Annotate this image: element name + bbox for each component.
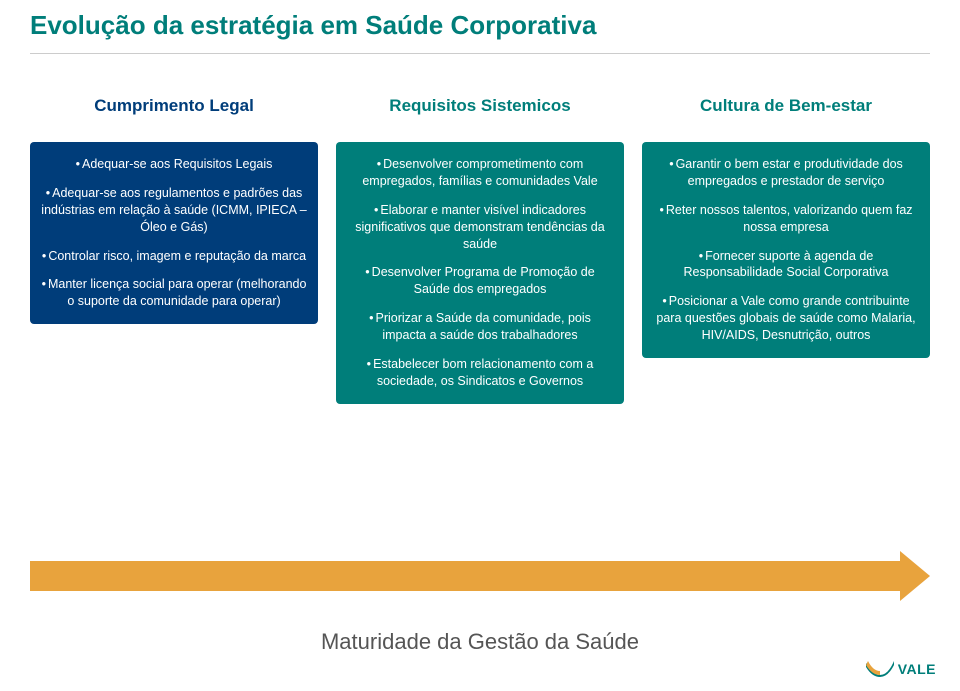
column-header: Cumprimento Legal [94,84,254,128]
list-item: Reter nossos talentos, valorizando quem … [652,202,920,236]
maturity-arrow [30,551,930,601]
list-item: Fornecer suporte à agenda de Responsabil… [652,248,920,282]
page-title: Evolução da estratégia em Saúde Corporat… [30,10,930,41]
list-item: Posicionar a Vale como grande contribuin… [652,293,920,344]
list-item: Controlar risco, imagem e reputação da m… [40,248,308,265]
column-header: Requisitos Sistemicos [389,84,570,128]
column-box: Desenvolver comprometimento com empregad… [336,142,624,404]
list-item: Desenvolver Programa de Promoção de Saúd… [346,264,614,298]
arrow-label: Maturidade da Gestão da Saúde [0,629,960,655]
list-item: Priorizar a Saúde da comunidade, pois im… [346,310,614,344]
arrow-body [30,561,900,591]
list-item: Adequar-se aos Requisitos Legais [40,156,308,173]
vale-logo-icon [866,659,894,677]
list-item: Estabelecer bom relacionamento com a soc… [346,356,614,390]
item-list: Adequar-se aos Requisitos Legais Adequar… [40,156,308,310]
list-item: Desenvolver comprometimento com empregad… [346,156,614,190]
column-requisitos: Requisitos Sistemicos Desenvolver compro… [336,84,624,404]
columns-container: Cumprimento Legal Adequar-se aos Requisi… [0,54,960,404]
list-item: Elaborar e manter visível indicadores si… [346,202,614,253]
list-item: Manter licença social para operar (melho… [40,276,308,310]
column-legal: Cumprimento Legal Adequar-se aos Requisi… [30,84,318,324]
column-cultura: Cultura de Bem-estar Garantir o bem esta… [642,84,930,358]
arrow-head-icon [900,551,930,601]
logo-text: VALE [898,661,936,677]
vale-logo: VALE [866,659,936,677]
item-list: Garantir o bem estar e produtividade dos… [652,156,920,344]
column-header: Cultura de Bem-estar [700,84,872,128]
title-wrap: Evolução da estratégia em Saúde Corporat… [0,0,960,47]
list-item: Garantir o bem estar e produtividade dos… [652,156,920,190]
list-item: Adequar-se aos regulamentos e padrões da… [40,185,308,236]
item-list: Desenvolver comprometimento com empregad… [346,156,614,390]
column-box: Garantir o bem estar e produtividade dos… [642,142,930,358]
column-box: Adequar-se aos Requisitos Legais Adequar… [30,142,318,324]
